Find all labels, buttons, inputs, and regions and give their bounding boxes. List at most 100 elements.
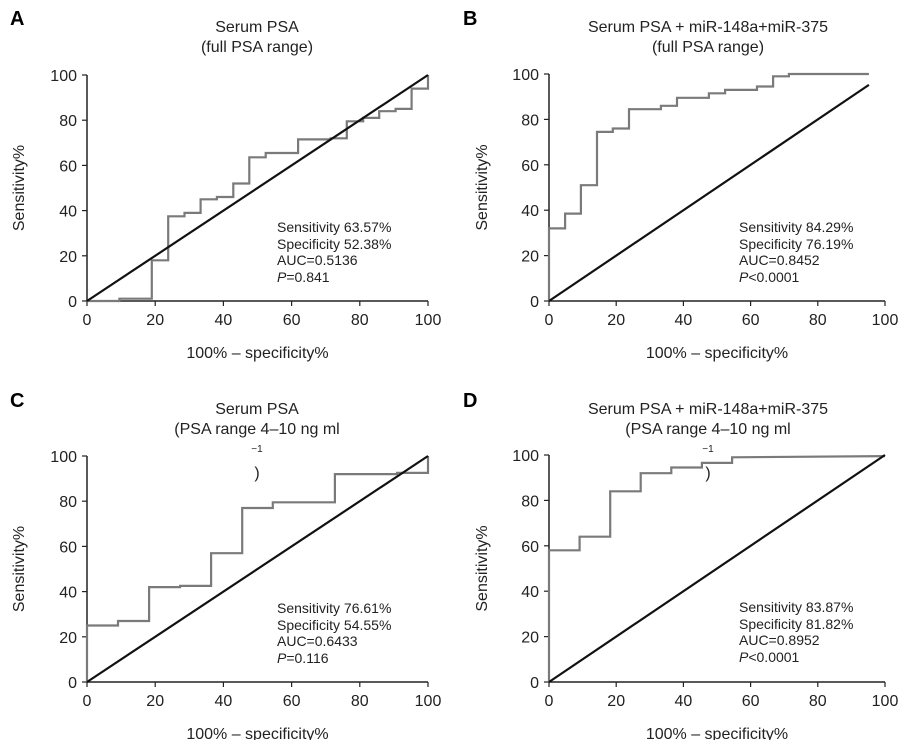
title-line-1: Serum PSA xyxy=(215,401,299,418)
stat-auc: AUC=0.5136 xyxy=(277,252,358,268)
chart-title: Serum PSA + miR-148a+miR-375 (PSA range … xyxy=(523,400,893,484)
x-tick-label: 20 xyxy=(146,693,164,710)
x-axis-label: 100% – specificity% xyxy=(186,345,328,362)
stat-sensitivity: Sensitivity 83.87% xyxy=(739,599,854,615)
x-tick-label: 100 xyxy=(872,693,899,710)
roc-curve xyxy=(85,456,430,682)
stat-specificity: Specificity 81.82% xyxy=(739,615,854,632)
p-value: <0.0001 xyxy=(748,268,800,285)
title-line-2: (PSA range 4–10 ng ml −1) xyxy=(86,420,428,484)
plot-svg: 0 20 40 60 80 100 0 20 40 60 80 100 100% – specifici… xyxy=(11,68,441,362)
title-line-2-main: (PSA range 4–10 ng ml xyxy=(174,421,340,438)
y-tick-label: 20 xyxy=(521,249,539,266)
stat-p-value: P<0.0001 xyxy=(739,269,853,286)
x-tick-label: 0 xyxy=(545,693,554,710)
x-tick-label: 80 xyxy=(809,693,827,710)
y-axis-label: Sensitivity% xyxy=(474,144,491,230)
title-line-1: Serum PSA + miR-148a+miR-375 xyxy=(587,401,829,418)
stats-box: Sensitivity 76.61% Specificity 54.55% AU… xyxy=(277,600,391,666)
stats-box: Sensitivity 63.57% Specificity 52.38% AU… xyxy=(277,219,391,285)
x-tick-label: 60 xyxy=(283,312,301,329)
roc-curve xyxy=(87,75,430,303)
stat-p-value: P=0.841 xyxy=(277,269,391,286)
stat-sensitivity: Sensitivity 63.57% xyxy=(277,219,392,235)
stat-auc: AUC=0.8952 xyxy=(739,632,820,648)
stat-p-value: P=0.116 xyxy=(277,650,391,667)
y-tick-label: 0 xyxy=(68,675,77,692)
stat-specificity: Specificity 54.55% xyxy=(277,616,392,633)
p-value: =0.116 xyxy=(286,649,329,666)
y-axis-label: Sensitivity% xyxy=(11,526,28,612)
panel-label: D xyxy=(463,390,478,412)
title-line-1: Serum PSA + miR-148a+miR-375 xyxy=(587,19,829,36)
chart-title: Serum PSA (PSA range 4–10 ng ml −1) xyxy=(86,400,428,484)
title-superscript: −1 xyxy=(251,444,263,455)
x-tick-label: 100 xyxy=(872,312,899,329)
title-line-2: (full PSA range) xyxy=(651,39,765,56)
y-tick-label: 0 xyxy=(68,294,77,311)
chart-title: Serum PSA + miR-148a+miR-375 (full PSA r… xyxy=(523,18,893,58)
p-label: P xyxy=(739,268,749,285)
p-label: P xyxy=(739,648,749,665)
x-tick-label: 20 xyxy=(607,693,625,710)
x-axis-label: 100% – specificity% xyxy=(646,726,788,740)
y-tick-label: 100 xyxy=(50,68,77,85)
reference-diagonal-line xyxy=(548,454,886,683)
y-tick-label: 100 xyxy=(512,67,539,84)
chart-title: Serum PSA (full PSA range) xyxy=(86,18,428,58)
p-value: =0.841 xyxy=(286,268,330,285)
x-tick-label: 20 xyxy=(607,312,625,329)
reference-diagonal-line xyxy=(86,74,429,302)
x-tick-label: 40 xyxy=(675,312,693,329)
plot-svg: 0 20 40 60 80 100 0 20 40 60 80 100 100% – specifici… xyxy=(474,448,899,740)
x-tick-label: 0 xyxy=(545,312,554,329)
title-superscript: −1 xyxy=(702,444,714,455)
p-label: P xyxy=(277,268,287,285)
stat-specificity: Specificity 76.19% xyxy=(739,235,854,252)
x-tick-label: 80 xyxy=(809,312,827,329)
y-tick-label: 80 xyxy=(521,493,539,510)
y-axis-label: Sensitivity% xyxy=(11,145,28,231)
y-tick-label: 100 xyxy=(50,449,77,466)
x-tick-label: 60 xyxy=(283,693,301,710)
y-tick-label: 0 xyxy=(530,675,539,692)
x-tick-label: 40 xyxy=(215,693,233,710)
stat-auc: AUC=0.8452 xyxy=(739,252,820,268)
x-tick-label: 100 xyxy=(415,693,442,710)
y-tick-label: 20 xyxy=(521,630,539,647)
y-tick-label: 40 xyxy=(521,584,539,601)
roc-curve xyxy=(547,72,869,301)
x-axis-label: 100% – specificity% xyxy=(646,345,788,362)
panel-a: A Serum PSA (full PSA range) 0 20 40 60 80 10… xyxy=(0,0,453,370)
plot-svg: 0 20 40 60 80 100 0 20 40 60 80 100 100% – specifici… xyxy=(11,449,442,740)
panel-label: B xyxy=(463,8,478,30)
p-label: P xyxy=(277,649,287,666)
p-value: <0.0001 xyxy=(748,648,800,665)
y-tick-label: 40 xyxy=(59,585,77,602)
x-tick-label: 0 xyxy=(83,693,92,710)
x-tick-label: 40 xyxy=(215,312,233,329)
stats-box: Sensitivity 84.29% Specificity 76.19% AU… xyxy=(739,219,853,285)
x-tick-label: 20 xyxy=(146,312,164,329)
title-line-2-main: (PSA range 4–10 ng ml xyxy=(625,421,791,438)
y-axis-label: Sensitivity% xyxy=(474,525,491,611)
plot-svg: 0 20 40 60 80 100 0 20 40 60 80 100 100% – specifici… xyxy=(474,67,899,362)
x-tick-label: 80 xyxy=(351,312,369,329)
title-line-2: (full PSA range) xyxy=(200,39,314,56)
y-tick-label: 60 xyxy=(59,539,77,556)
x-tick-label: 60 xyxy=(742,693,760,710)
reference-diagonal-line xyxy=(86,455,429,683)
panel-label: A xyxy=(10,8,25,30)
stat-auc: AUC=0.6433 xyxy=(277,633,358,649)
panel-b: B Serum PSA + miR-148a+miR-375 (full PSA… xyxy=(453,0,906,370)
y-tick-label: 80 xyxy=(521,112,539,129)
title-line-1: Serum PSA xyxy=(215,19,299,36)
y-tick-label: 40 xyxy=(521,203,539,220)
reference-diagonal-line xyxy=(548,83,870,302)
x-tick-label: 0 xyxy=(83,312,92,329)
y-tick-label: 60 xyxy=(521,158,539,175)
title-line-2-close: ) xyxy=(705,465,711,483)
x-axis-label: 100% – specificity% xyxy=(186,726,328,740)
y-tick-label: 60 xyxy=(521,539,539,556)
x-tick-label: 80 xyxy=(351,693,369,710)
